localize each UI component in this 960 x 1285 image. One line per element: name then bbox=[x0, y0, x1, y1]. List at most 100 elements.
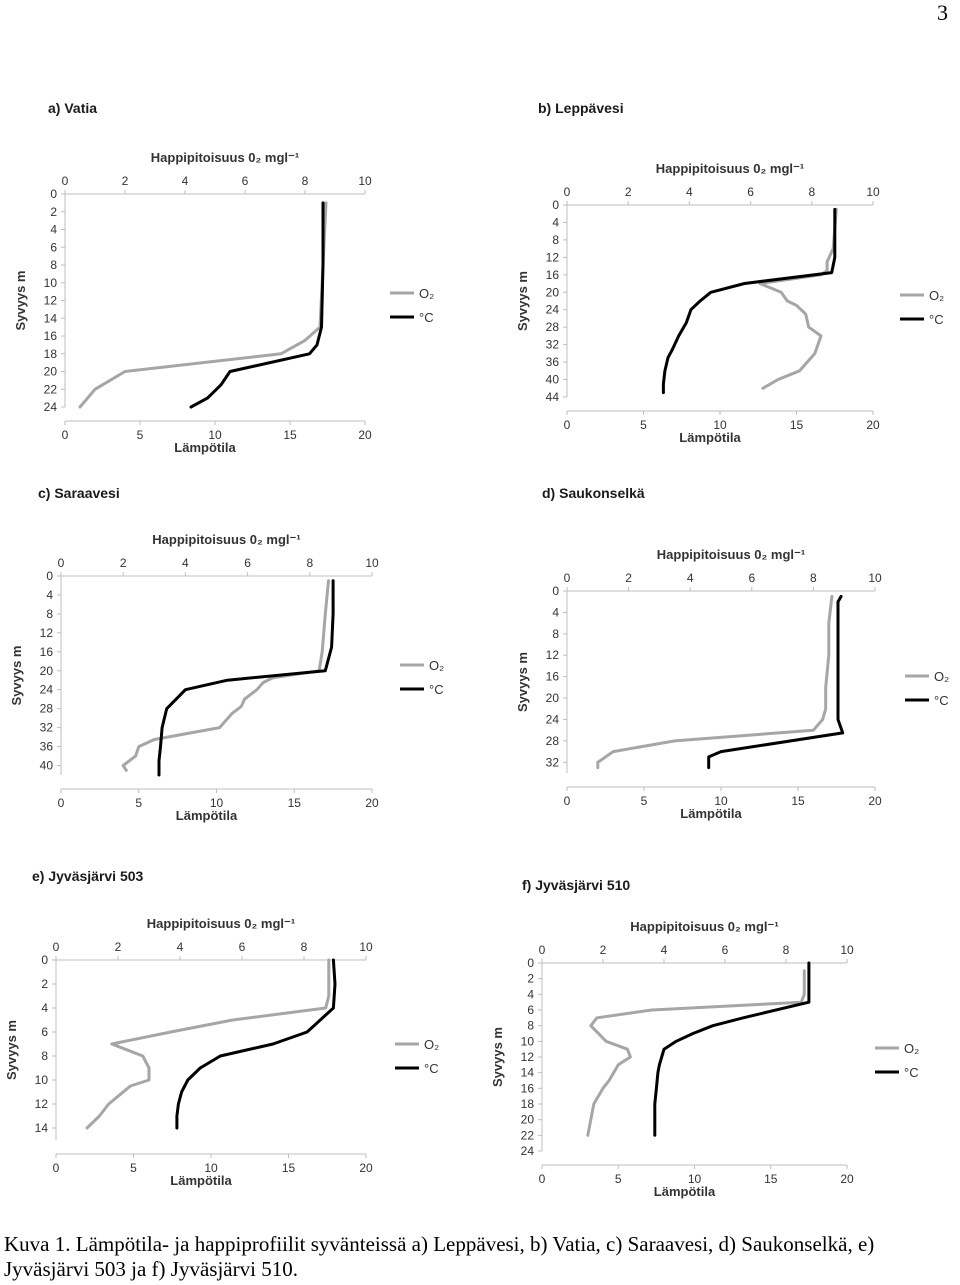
y-tick-label: 12 bbox=[521, 1050, 535, 1064]
y-axis-title: Syvyys m bbox=[9, 646, 24, 706]
y-tick-label: 0 bbox=[46, 569, 53, 583]
y-tick-label: 10 bbox=[35, 1073, 49, 1087]
y-tick-label: 2 bbox=[41, 977, 48, 991]
top-tick-label: 10 bbox=[868, 571, 882, 585]
y-tick-label: 28 bbox=[546, 320, 560, 334]
y-tick-label: 0 bbox=[552, 584, 559, 598]
bottom-tick-label: 20 bbox=[868, 794, 882, 808]
top-tick-label: 8 bbox=[808, 185, 815, 199]
y-tick-label: 20 bbox=[44, 365, 58, 379]
y-tick-label: 6 bbox=[41, 1025, 48, 1039]
y-tick-label: 16 bbox=[521, 1081, 535, 1095]
y-tick-label: 20 bbox=[40, 664, 54, 678]
bottom-tick-label: 15 bbox=[791, 794, 805, 808]
top-tick-label: 8 bbox=[306, 556, 313, 570]
y-axis-title: Syvyys m bbox=[515, 652, 530, 712]
top-tick-label: 10 bbox=[358, 174, 372, 188]
y-tick-label: 2 bbox=[50, 205, 57, 219]
bottom-axis-title: Lämpötila bbox=[176, 808, 238, 823]
top-tick-label: 6 bbox=[722, 943, 729, 957]
y-tick-label: 8 bbox=[527, 1019, 534, 1033]
top-tick-label: 10 bbox=[840, 943, 854, 957]
bottom-tick-label: 0 bbox=[564, 418, 571, 432]
bottom-axis-title: Lämpötila bbox=[654, 1184, 716, 1199]
top-tick-label: 6 bbox=[748, 571, 755, 585]
legend-temperature-label: °C bbox=[429, 682, 444, 697]
y-tick-label: 40 bbox=[546, 373, 560, 387]
y-tick-label: 4 bbox=[552, 605, 559, 619]
top-axis-title: Happipitoisuus 0₂ mgl⁻¹ bbox=[151, 150, 299, 165]
y-tick-label: 28 bbox=[546, 734, 560, 748]
y-tick-label: 12 bbox=[35, 1097, 49, 1111]
legend-temperature-label: °C bbox=[424, 1061, 439, 1076]
page-number: 3 bbox=[937, 0, 948, 25]
chart-panel-a: a) Vatia Happipitoisuus 0₂ mgl⁻¹ Lämpötila… bbox=[0, 95, 480, 460]
bottom-tick-label: 10 bbox=[714, 794, 728, 808]
y-tick-label: 14 bbox=[521, 1066, 535, 1080]
y-tick-label: 16 bbox=[546, 268, 560, 282]
y-tick-label: 12 bbox=[40, 626, 54, 640]
y-tick-label: 6 bbox=[527, 1003, 534, 1017]
legend-temperature-label: °C bbox=[934, 693, 949, 708]
chart-svg-f: f) Jyväsjärvi 510 Happipitoisuus 0₂ mgl⁻¹… bbox=[490, 877, 919, 1199]
o2-series-line bbox=[596, 594, 834, 770]
y-tick-label: 22 bbox=[521, 1128, 535, 1142]
top-tick-label: 10 bbox=[866, 185, 880, 199]
temperature-series-line bbox=[189, 201, 325, 409]
top-tick-label: 0 bbox=[564, 185, 571, 199]
bottom-tick-label: 5 bbox=[137, 428, 144, 442]
bottom-tick-label: 5 bbox=[640, 418, 647, 432]
top-tick-label: 0 bbox=[539, 943, 546, 957]
bottom-tick-label: 20 bbox=[840, 1172, 854, 1186]
legend-o2-label: O₂ bbox=[934, 669, 949, 684]
y-axis-title: Syvyys m bbox=[13, 271, 28, 331]
temperature-series-line bbox=[653, 961, 811, 1137]
y-tick-label: 8 bbox=[46, 607, 53, 621]
top-tick-label: 2 bbox=[120, 556, 127, 570]
top-tick-label: 0 bbox=[564, 571, 571, 585]
bottom-tick-label: 10 bbox=[713, 418, 727, 432]
top-tick-label: 4 bbox=[661, 943, 668, 957]
chart-svg-c: c) Saraavesi Happipitoisuus 0₂ mgl⁻¹ Lämpö… bbox=[9, 485, 444, 823]
top-axis-title: Happipitoisuus 0₂ mgl⁻¹ bbox=[657, 547, 805, 562]
top-tick-label: 8 bbox=[810, 571, 817, 585]
y-tick-label: 6 bbox=[50, 240, 57, 254]
o2-series-line bbox=[586, 969, 806, 1137]
top-tick-label: 4 bbox=[686, 185, 693, 199]
bottom-tick-label: 0 bbox=[564, 794, 571, 808]
bottom-tick-label: 5 bbox=[615, 1172, 622, 1186]
y-tick-label: 36 bbox=[546, 355, 560, 369]
bottom-tick-label: 0 bbox=[62, 428, 69, 442]
chart-title: c) Saraavesi bbox=[38, 485, 120, 501]
bottom-tick-label: 0 bbox=[539, 1172, 546, 1186]
o2-series-line bbox=[85, 958, 331, 1130]
figure-caption: Kuva 1. Lämpötila- ja happiprofiilit syv… bbox=[4, 1232, 875, 1281]
top-tick-label: 0 bbox=[62, 174, 69, 188]
chart-svg-a: a) Vatia Happipitoisuus 0₂ mgl⁻¹ Lämpötila… bbox=[13, 100, 434, 455]
y-tick-label: 24 bbox=[546, 303, 560, 317]
legend-o2-label: O₂ bbox=[904, 1041, 919, 1056]
bottom-tick-label: 20 bbox=[359, 1161, 373, 1175]
temperature-series-line bbox=[661, 207, 837, 395]
bottom-tick-label: 15 bbox=[283, 428, 297, 442]
top-tick-label: 8 bbox=[783, 943, 790, 957]
y-tick-label: 16 bbox=[44, 329, 58, 343]
top-tick-label: 0 bbox=[58, 556, 65, 570]
top-tick-label: 6 bbox=[242, 174, 249, 188]
y-tick-label: 10 bbox=[521, 1034, 535, 1048]
bottom-tick-label: 20 bbox=[365, 796, 379, 810]
y-tick-label: 12 bbox=[546, 250, 560, 264]
legend-o2-label: O₂ bbox=[429, 658, 444, 673]
temperature-series-line bbox=[175, 958, 337, 1130]
top-tick-label: 4 bbox=[687, 571, 694, 585]
chart-svg-d: d) Saukonselkä Happipitoisuus 0₂ mgl⁻¹ Läm… bbox=[515, 485, 949, 821]
top-tick-label: 4 bbox=[182, 174, 189, 188]
y-tick-label: 8 bbox=[41, 1049, 48, 1063]
legend-o2-label: O₂ bbox=[419, 286, 434, 301]
top-axis-title: Happipitoisuus 0₂ mgl⁻¹ bbox=[147, 916, 295, 931]
bottom-tick-label: 5 bbox=[135, 796, 142, 810]
top-tick-label: 8 bbox=[301, 940, 308, 954]
y-axis-title: Syvyys m bbox=[490, 1027, 505, 1087]
y-tick-label: 16 bbox=[40, 645, 54, 659]
temperature-series-line bbox=[707, 594, 845, 770]
